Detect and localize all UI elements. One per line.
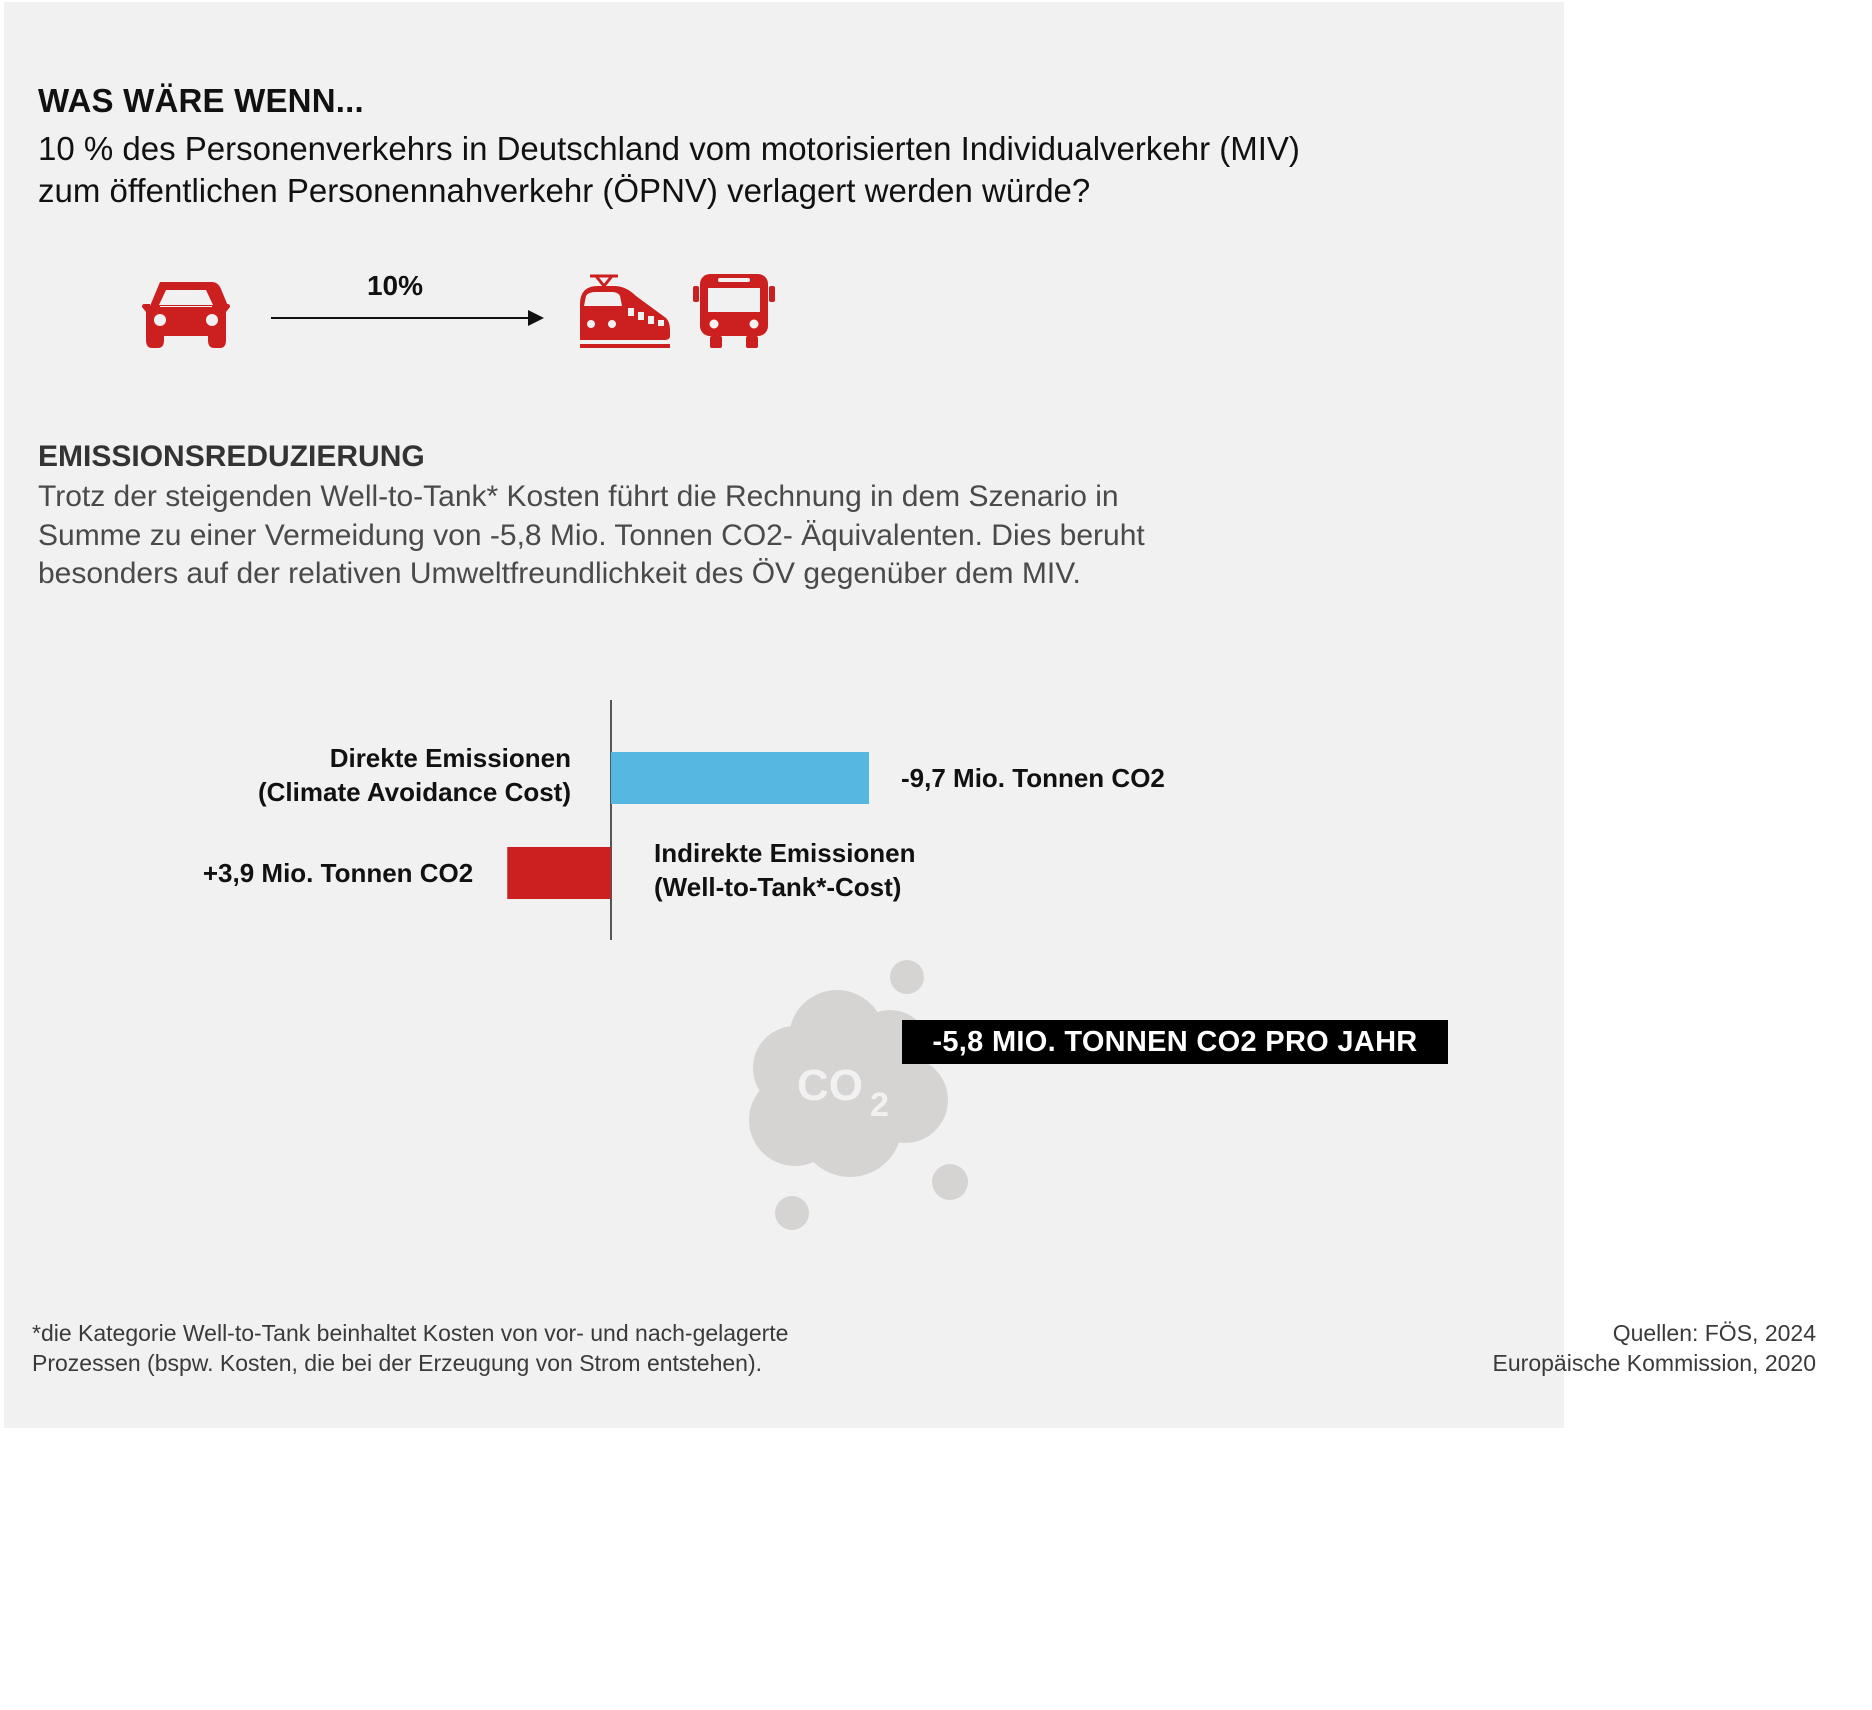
car-icon bbox=[142, 282, 230, 348]
bus-icon bbox=[693, 274, 775, 348]
category-label-0-line-2: (Climate Avoidance Cost) bbox=[258, 777, 571, 807]
question-text: 10 % des Personenverkehrs in Deutschland… bbox=[38, 128, 1518, 212]
value-label-1: +3,9 Mio. Tonnen CO2 bbox=[203, 858, 473, 888]
footnote-line: *die Kategorie Well-to-Tank beinhaltet K… bbox=[32, 1320, 789, 1346]
total-reduction-badge: -5,8 MIO. TONNEN CO2 PRO JAHR bbox=[902, 1020, 1448, 1064]
arrow-icon bbox=[271, 310, 544, 326]
category-label-0-line-1: Direkte Emissionen bbox=[330, 743, 571, 773]
footnote-line: Prozessen (bspw. Kosten, die bei der Erz… bbox=[32, 1350, 763, 1376]
category-label-1-line-1: Indirekte Emissionen bbox=[654, 838, 916, 868]
train-icon bbox=[580, 274, 670, 348]
bar-1 bbox=[507, 847, 611, 899]
emissions-bar-chart: -9,7 Mio. Tonnen CO2 Direkte Emissionen (C… bbox=[203, 700, 1165, 940]
footnote: *die Kategorie Well-to-Tank beinhaltet K… bbox=[32, 1318, 932, 1378]
category-label-1-line-2: (Well-to-Tank*-Cost) bbox=[654, 872, 901, 902]
cloud-subscript-text: 2 bbox=[870, 1086, 889, 1124]
question-line: 10 % des Personenverkehrs in Deutschland… bbox=[38, 130, 1300, 167]
section-line: Summe zu einer Vermeidung von -5,8 Mio. … bbox=[38, 518, 1145, 552]
bar-0 bbox=[611, 752, 870, 804]
shift-percent-label: 10% bbox=[366, 270, 424, 301]
shift-graphic bbox=[142, 274, 775, 348]
section-line: Trotz der steigenden Well-to-Tank* Koste… bbox=[38, 480, 1119, 513]
cloud-co-text: CO bbox=[797, 1061, 863, 1110]
source-line: Europäische Kommission, 2020 bbox=[1492, 1350, 1816, 1376]
kicker-title: WAS WÄRE WENN... bbox=[38, 82, 364, 119]
sources: Quellen: FÖS, 2024 Europäische Kommissio… bbox=[1493, 1318, 1816, 1378]
section-line: besonders auf der relativen Umweltfreund… bbox=[38, 557, 1081, 590]
section-text: Trotz der steigenden Well-to-Tank* Koste… bbox=[38, 478, 1298, 594]
co2-cloud-icon: CO 2 bbox=[749, 960, 968, 1230]
infographic-panel bbox=[4, 2, 1564, 1428]
source-line: Quellen: FÖS, 2024 bbox=[1612, 1320, 1816, 1346]
section-title: EMISSIONSREDUZIERUNG bbox=[38, 440, 425, 473]
question-line: zum öffentlichen Personennahverkehr (ÖPN… bbox=[38, 172, 1091, 209]
value-label-0: -9,7 Mio. Tonnen CO2 bbox=[901, 763, 1165, 793]
